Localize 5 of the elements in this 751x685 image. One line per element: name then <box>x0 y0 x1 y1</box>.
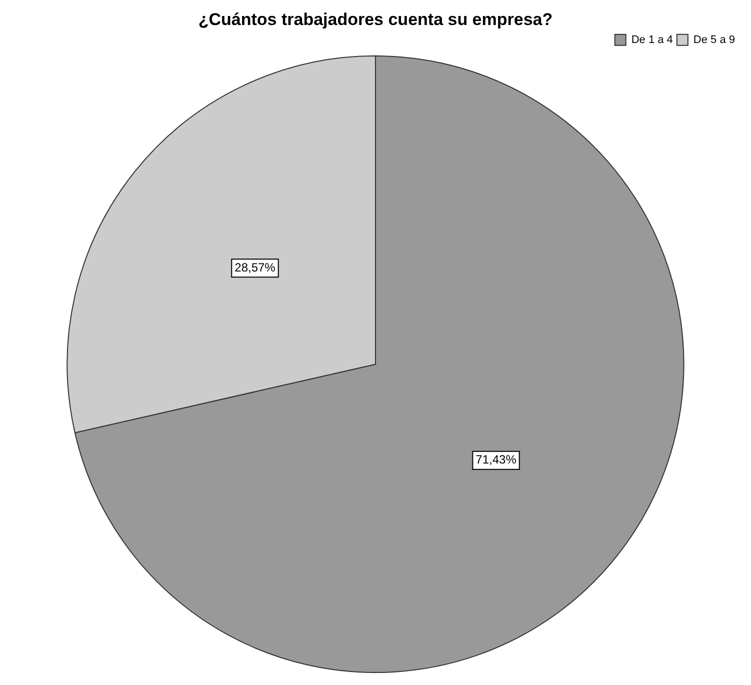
data-label: 28,57% <box>234 260 276 274</box>
legend-label: De 5 a 9 <box>693 34 736 46</box>
chart-title: ¿Cuántos trabajadores cuenta su empresa? <box>198 10 553 29</box>
data-label: 71,43% <box>476 452 517 467</box>
legend-label: De 1 a 4 <box>631 34 673 46</box>
